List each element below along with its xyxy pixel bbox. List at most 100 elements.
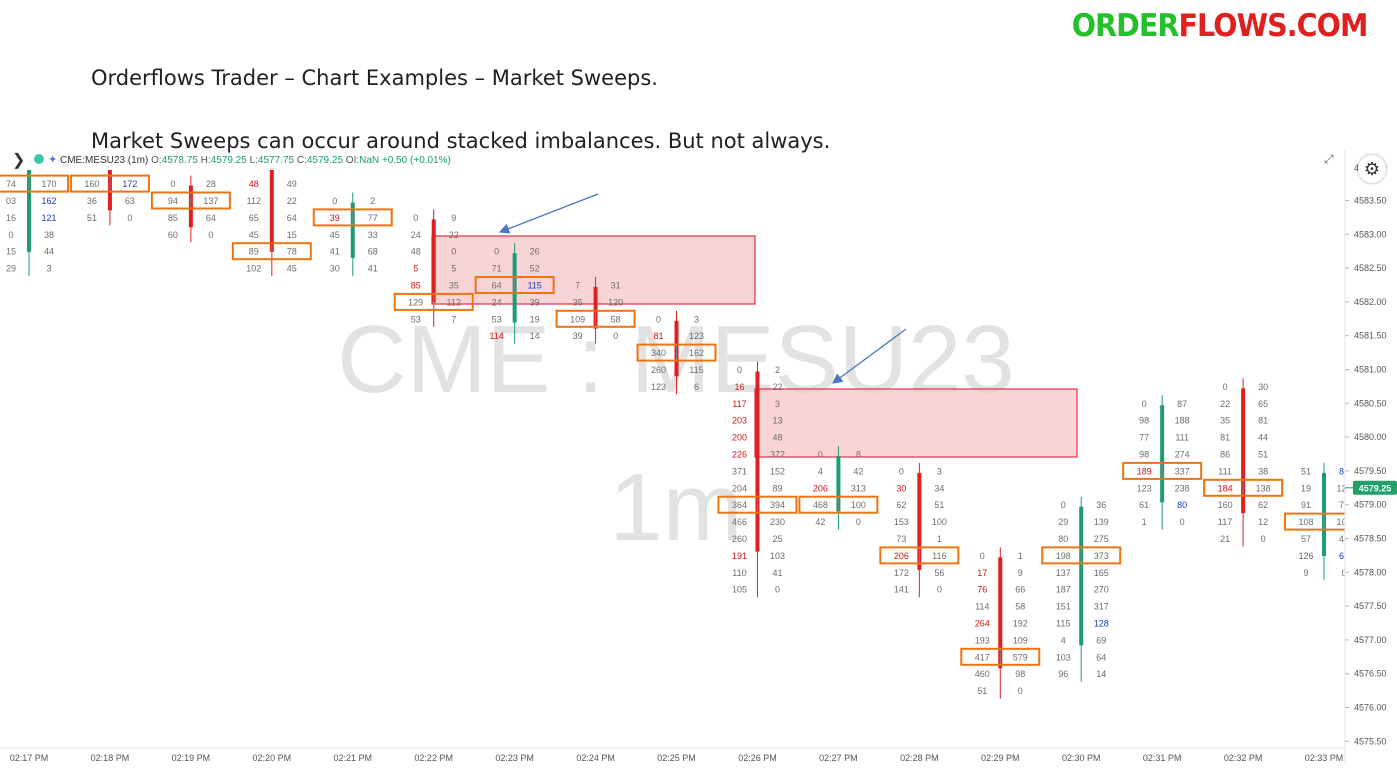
- bid-volume: 189: [1137, 466, 1152, 476]
- price-axis-label: 4583.50: [1354, 196, 1387, 206]
- bid-volume: 60: [168, 230, 178, 240]
- legend-change: +0.50 (+0.01%): [381, 155, 451, 166]
- legend-o-value: 4578.75: [161, 155, 198, 166]
- bid-volume: 114: [975, 602, 989, 612]
- ask-volume: 5: [451, 264, 456, 274]
- ask-volume: 0: [775, 585, 780, 595]
- price-axis-label: 4578.00: [1354, 567, 1387, 577]
- bid-volume: 0: [1142, 399, 1147, 409]
- bid-volume: 30: [330, 264, 340, 274]
- bid-volume: 123: [651, 382, 666, 392]
- time-axis-label: 02:33 PM: [1305, 753, 1344, 763]
- price-axis-label: 4581.50: [1354, 331, 1387, 341]
- ask-volume: 66: [1015, 585, 1025, 595]
- ask-volume: 192: [1013, 619, 1028, 629]
- bid-volume: 193: [975, 635, 990, 645]
- ask-volume: 64: [287, 213, 297, 223]
- ask-volume: 103: [1337, 517, 1352, 527]
- ask-volume: 63: [125, 196, 135, 206]
- bid-volume: 160: [84, 179, 99, 189]
- bid-volume: 0: [494, 247, 499, 257]
- candle-body: [917, 472, 922, 570]
- ask-volume: 69: [1339, 551, 1349, 561]
- bid-volume: 340: [651, 348, 666, 358]
- bid-volume: 129: [408, 297, 423, 307]
- bid-volume: 85: [168, 213, 178, 223]
- expand-icon[interactable]: ⤢: [1324, 152, 1334, 166]
- bid-volume: 29: [1058, 517, 1068, 527]
- bid-volume: 160: [1218, 500, 1233, 510]
- ask-volume: 270: [1094, 585, 1109, 595]
- bid-volume: 172: [894, 568, 909, 578]
- ask-volume: 0: [1261, 534, 1266, 544]
- ask-volume: 337: [1175, 466, 1190, 476]
- ask-volume: 3: [46, 264, 51, 274]
- time-axis-label: 02:22 PM: [414, 753, 453, 763]
- bid-volume: 21: [1220, 534, 1230, 544]
- bid-volume: 1: [1142, 517, 1147, 527]
- ask-volume: 13: [772, 416, 782, 426]
- legend-h-value: 4579.25: [210, 155, 247, 166]
- brand-logo-part2: FLOWS.COM: [1177, 8, 1368, 44]
- bid-volume: 48: [249, 179, 259, 189]
- candle-body: [27, 170, 31, 252]
- bid-volume: 9: [1304, 568, 1309, 578]
- bid-volume: 98: [1139, 416, 1149, 426]
- bid-volume: 51: [87, 213, 97, 223]
- bid-volume: 89: [249, 247, 259, 257]
- legend-c-value: 4579.25: [306, 155, 344, 166]
- price-axis-label: 4579.50: [1354, 466, 1387, 476]
- heading-line1: Orderflows Trader – Chart Examples – Mar…: [91, 66, 658, 90]
- time-axis-label: 02:19 PM: [172, 753, 211, 763]
- bid-volume: 468: [813, 500, 828, 510]
- time-axis-label: 02:31 PM: [1143, 753, 1182, 763]
- ask-volume: 7: [451, 314, 456, 324]
- ask-volume: 41: [772, 568, 782, 578]
- bid-volume: 204: [732, 483, 747, 493]
- candle-body: [998, 557, 1003, 669]
- ask-volume: 123: [689, 331, 704, 341]
- ask-volume: 162: [41, 196, 56, 206]
- bid-volume: 151: [1056, 602, 1071, 612]
- bid-volume: 94: [168, 196, 178, 206]
- candle-body: [1160, 405, 1165, 503]
- bid-volume: 30: [896, 483, 906, 493]
- bid-volume: 206: [813, 483, 828, 493]
- ask-volume: 12: [1258, 517, 1268, 527]
- watermark-line2: 1m: [609, 454, 742, 561]
- price-axis-label: 4582.00: [1354, 297, 1387, 307]
- bid-volume: 71: [492, 264, 502, 274]
- bid-volume: 29: [6, 264, 16, 274]
- chevron-right-icon[interactable]: ❯: [12, 152, 26, 169]
- ask-volume: 44: [1258, 433, 1268, 443]
- bid-volume: 5: [413, 264, 418, 274]
- bid-volume: 0: [1061, 500, 1066, 510]
- ask-volume: 2: [775, 365, 780, 375]
- gear-icon[interactable]: ⚙: [1358, 155, 1386, 183]
- bid-volume: 39: [573, 331, 583, 341]
- ask-volume: 313: [851, 483, 866, 493]
- ask-volume: 111: [1175, 433, 1189, 443]
- ask-volume: 2: [370, 196, 375, 206]
- bid-volume: 62: [896, 500, 906, 510]
- ask-volume: 115: [689, 365, 703, 375]
- bid-volume: 126: [1299, 551, 1314, 561]
- bid-volume: 76: [977, 585, 987, 595]
- ask-volume: 115: [527, 281, 541, 291]
- ask-volume: 38: [44, 230, 54, 240]
- bid-volume: 57: [1301, 534, 1311, 544]
- bid-volume: 417: [975, 652, 990, 662]
- time-axis-label: 02:23 PM: [495, 753, 534, 763]
- bid-volume: 226: [732, 450, 747, 460]
- bid-volume: 187: [1056, 585, 1071, 595]
- ask-volume: 80: [1177, 500, 1187, 510]
- time-axis-label: 02:24 PM: [576, 753, 615, 763]
- bid-volume: 200: [732, 433, 747, 443]
- ask-volume: 41: [368, 264, 378, 274]
- legend-symbol[interactable]: CME:MESU23 (1m): [60, 155, 149, 166]
- bid-volume: 0: [737, 365, 742, 375]
- bid-volume: 0: [413, 213, 418, 223]
- price-axis-label: 4578.50: [1354, 534, 1387, 544]
